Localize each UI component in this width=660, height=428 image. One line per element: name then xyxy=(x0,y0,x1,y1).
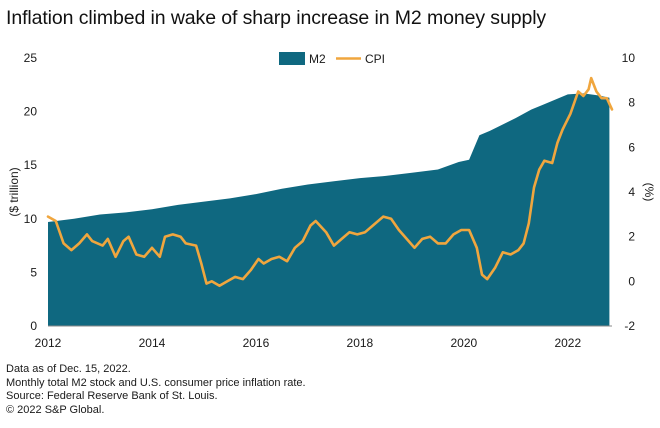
x-tick-label: 2014 xyxy=(139,336,166,350)
note-data-as-of: Data as of Dec. 15, 2022. xyxy=(6,363,131,375)
right-axis-title: (%) xyxy=(642,183,656,202)
left-tick-label: 10 xyxy=(24,212,38,226)
right-tick-label: 2 xyxy=(628,230,635,244)
left-axis-title: ($ trillion) xyxy=(7,167,21,216)
right-tick-label: 10 xyxy=(622,51,636,65)
x-tick-label: 2018 xyxy=(347,336,374,350)
chart-notes: Data as of Dec. 15, 2022. Monthly total … xyxy=(6,363,306,417)
note-description: Monthly total M2 stock and U.S. consumer… xyxy=(6,376,306,389)
right-tick-label: 4 xyxy=(628,185,635,199)
chart-title: Inflation climbed in wake of sharp incre… xyxy=(6,7,547,29)
right-tick-label: 6 xyxy=(628,140,635,154)
left-tick-label: 15 xyxy=(24,158,38,172)
m2-area xyxy=(48,93,610,327)
legend: M2 CPI xyxy=(279,52,385,66)
legend-m2-label: M2 xyxy=(309,52,326,66)
cpi-line xyxy=(46,76,614,288)
left-tick-label: 20 xyxy=(24,105,38,119)
legend-m2-swatch xyxy=(279,52,305,65)
note-source: Source: Federal Reserve Bank of St. Loui… xyxy=(6,390,218,403)
right-tick-label: -2 xyxy=(624,319,635,333)
x-tick-label: 2022 xyxy=(554,336,581,350)
right-tick-label: 8 xyxy=(628,96,635,110)
chart-svg: 0 5 10 15 20 25 -2 0 2 4 6 8 10 2012 2014 2016 2018 2020 2… xyxy=(7,51,656,350)
legend-cpi-label: CPI xyxy=(365,52,385,66)
left-tick-label: 0 xyxy=(30,319,37,333)
x-tick-label: 2020 xyxy=(451,336,478,350)
x-tick-label: 2016 xyxy=(243,336,270,350)
left-tick-label: 5 xyxy=(30,265,37,279)
right-tick-label: 0 xyxy=(628,274,635,288)
note-copyright: © 2022 S&P Global. xyxy=(6,403,105,416)
x-tick-label: 2012 xyxy=(35,336,62,350)
left-tick-label: 25 xyxy=(24,51,38,65)
